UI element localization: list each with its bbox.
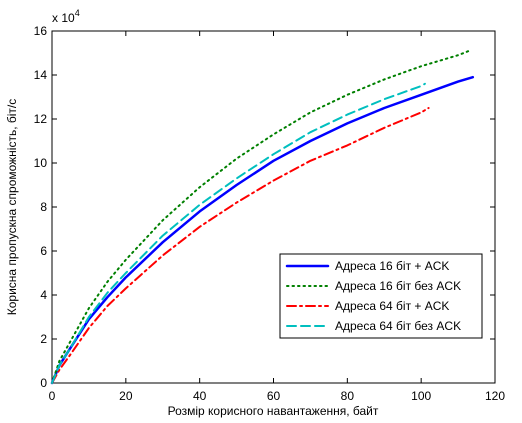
- x-tick-label: 40: [193, 389, 207, 403]
- y-tick-label: 8: [40, 200, 47, 214]
- legend-box: [279, 253, 483, 339]
- legend-label-4: Адреса 64 біт без ACK: [335, 319, 461, 333]
- y-tick-label: 12: [34, 112, 48, 126]
- series-lines: [50, 49, 475, 385]
- y-tick-label: 16: [34, 24, 48, 38]
- y-multiplier-label: x 104: [52, 8, 80, 25]
- y-tick-label: 2: [40, 332, 47, 346]
- axis-ticks: 0 20 40 60 80 100 120 0 2 4 6 8 10 12 14 16: [34, 24, 506, 403]
- x-tick-label: 0: [49, 389, 56, 403]
- x-axis-label: Розмір корисного навантаження, байт: [168, 404, 379, 418]
- x-tick-label: 100: [411, 389, 431, 403]
- series-line-4: [51, 82, 426, 384]
- x-tick-label: 80: [341, 389, 355, 403]
- legend: Адреса 16 біт + ACK Адреса 16 біт без ACK…: [279, 253, 483, 339]
- legend-label-3: Адреса 64 біт + ACK: [335, 299, 449, 313]
- y-tick-label: 10: [34, 156, 48, 170]
- y-axis-label: Корисна пропускна спроможність, біт/с: [5, 99, 19, 316]
- x-tick-label: 120: [485, 389, 505, 403]
- y-tick-label: 0: [40, 376, 47, 390]
- legend-label-1: Адреса 16 біт + ACK: [335, 259, 449, 273]
- series-line-3: [51, 107, 430, 384]
- x-tick-label: 20: [119, 389, 133, 403]
- y-tick-label: 6: [40, 244, 47, 258]
- x-tick-label: 60: [267, 389, 281, 403]
- y-tick-label: 14: [34, 68, 48, 82]
- y-tick-label: 4: [40, 288, 47, 302]
- series-line-2: [51, 49, 471, 384]
- y-multiplier-exponent: 4: [75, 8, 80, 18]
- legend-label-2: Адреса 16 біт без ACK: [335, 279, 461, 293]
